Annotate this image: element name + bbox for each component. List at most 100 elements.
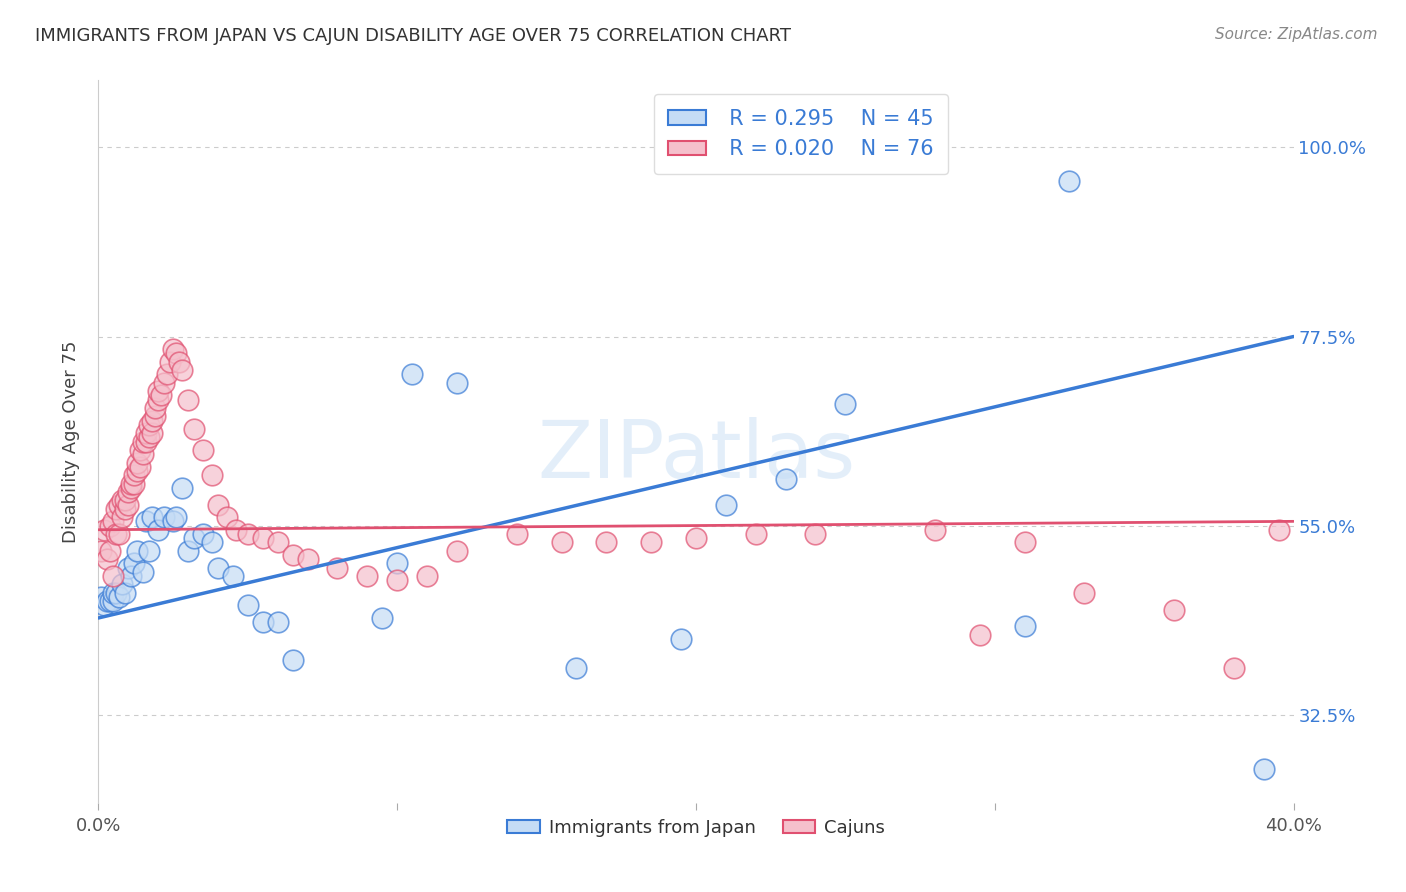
- Point: [103, 569, 125, 583]
- Point: [90, 543, 112, 558]
- Point: [96, 552, 118, 566]
- Point: [183, 422, 205, 436]
- Point: [252, 615, 274, 630]
- Point: [446, 376, 468, 390]
- Point: [640, 535, 662, 549]
- Point: [111, 510, 134, 524]
- Point: [669, 632, 692, 646]
- Point: [416, 569, 439, 583]
- Point: [281, 548, 304, 562]
- Point: [143, 401, 166, 415]
- Point: [385, 573, 409, 587]
- Point: [129, 459, 152, 474]
- Point: [108, 527, 131, 541]
- Point: [143, 409, 166, 424]
- Point: [191, 442, 214, 457]
- Text: IMMIGRANTS FROM JAPAN VS CAJUN DISABILITY AGE OVER 75 CORRELATION CHART: IMMIGRANTS FROM JAPAN VS CAJUN DISABILIT…: [35, 27, 792, 45]
- Point: [150, 388, 173, 402]
- Point: [129, 442, 152, 457]
- Point: [745, 527, 768, 541]
- Point: [177, 392, 200, 407]
- Point: [165, 510, 187, 524]
- Point: [371, 611, 394, 625]
- Point: [105, 501, 128, 516]
- Point: [356, 569, 378, 583]
- Point: [98, 543, 122, 558]
- Point: [127, 543, 149, 558]
- Point: [111, 577, 134, 591]
- Point: [108, 590, 131, 604]
- Point: [446, 543, 468, 558]
- Point: [98, 518, 122, 533]
- Y-axis label: Disability Age Over 75: Disability Age Over 75: [62, 340, 80, 543]
- Point: [108, 498, 131, 512]
- Point: [120, 481, 142, 495]
- Point: [111, 493, 134, 508]
- Point: [162, 514, 184, 528]
- Point: [105, 527, 128, 541]
- Point: [141, 510, 163, 524]
- Point: [1073, 586, 1095, 600]
- Point: [267, 535, 290, 549]
- Point: [135, 434, 157, 449]
- Point: [103, 586, 125, 600]
- Point: [1223, 661, 1246, 675]
- Point: [267, 615, 290, 630]
- Point: [207, 498, 229, 512]
- Point: [132, 447, 155, 461]
- Point: [385, 557, 409, 571]
- Point: [132, 565, 155, 579]
- Point: [1267, 523, 1289, 537]
- Point: [1163, 602, 1185, 616]
- Point: [138, 430, 160, 444]
- Point: [550, 535, 572, 549]
- Point: [714, 498, 737, 512]
- Point: [90, 590, 112, 604]
- Point: [138, 417, 160, 432]
- Point: [103, 514, 125, 528]
- Point: [225, 523, 247, 537]
- Legend: Immigrants from Japan, Cajuns: Immigrants from Japan, Cajuns: [499, 812, 893, 845]
- Point: [127, 456, 149, 470]
- Point: [236, 599, 259, 613]
- Point: [93, 523, 115, 537]
- Point: [177, 543, 200, 558]
- Point: [117, 498, 139, 512]
- Point: [159, 355, 181, 369]
- Point: [96, 594, 118, 608]
- Point: [506, 527, 529, 541]
- Point: [252, 531, 274, 545]
- Text: ZIPatlas: ZIPatlas: [537, 417, 855, 495]
- Point: [804, 527, 827, 541]
- Point: [124, 476, 146, 491]
- Point: [148, 523, 170, 537]
- Point: [281, 653, 304, 667]
- Point: [141, 426, 163, 441]
- Point: [775, 472, 797, 486]
- Point: [114, 586, 136, 600]
- Point: [969, 628, 991, 642]
- Point: [565, 661, 588, 675]
- Point: [153, 510, 176, 524]
- Point: [201, 535, 224, 549]
- Point: [156, 368, 179, 382]
- Text: Source: ZipAtlas.com: Source: ZipAtlas.com: [1215, 27, 1378, 42]
- Point: [167, 355, 190, 369]
- Point: [165, 346, 187, 360]
- Point: [326, 560, 349, 574]
- Point: [93, 599, 115, 613]
- Point: [103, 594, 125, 608]
- Point: [148, 392, 170, 407]
- Point: [114, 493, 136, 508]
- Point: [124, 557, 146, 571]
- Point: [207, 560, 229, 574]
- Point: [1059, 174, 1081, 188]
- Point: [120, 476, 142, 491]
- Point: [117, 560, 139, 574]
- Point: [201, 468, 224, 483]
- Point: [297, 552, 319, 566]
- Point: [236, 527, 259, 541]
- Point: [98, 594, 122, 608]
- Point: [191, 527, 214, 541]
- Point: [127, 464, 149, 478]
